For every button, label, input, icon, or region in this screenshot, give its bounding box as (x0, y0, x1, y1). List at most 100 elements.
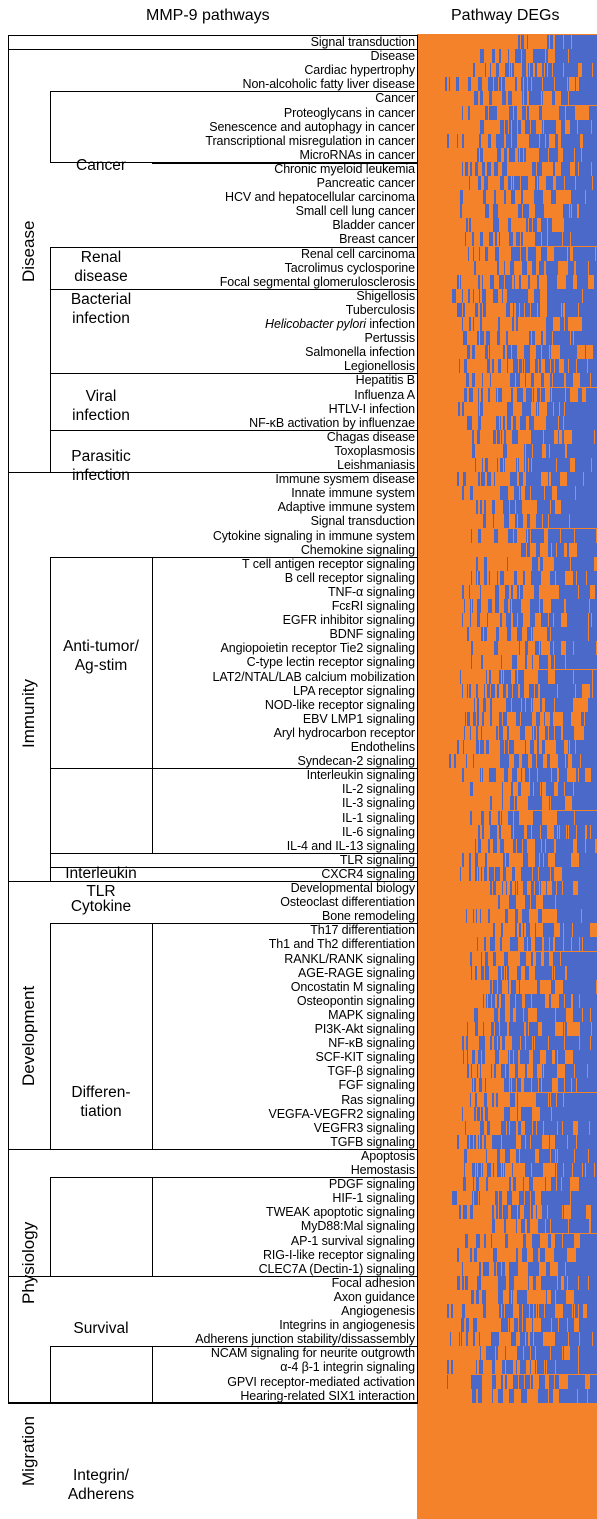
heatmap-down-segment (509, 1261, 513, 1276)
heatmap-down-segment (574, 965, 582, 980)
heatmap-down-segment (580, 176, 586, 190)
pathway-label: B cell receptor signaling (284, 570, 415, 585)
heatmap-down-segment (586, 1360, 587, 1375)
heatmap-down-segment (561, 133, 563, 148)
heatmap-down-segment (469, 317, 471, 331)
heatmap-down-segment (551, 472, 552, 487)
pathway-label: Axon guidance (333, 1289, 416, 1304)
heatmap-down-segment (571, 1191, 577, 1206)
heatmap-down-segment (524, 1078, 527, 1093)
heatmap-down-segment (590, 1275, 597, 1290)
heatmap-down-segment (552, 91, 555, 106)
heatmap-down-segment (536, 683, 538, 698)
heatmap-down-segment (482, 161, 485, 176)
pathway-label: AGE-RAGE signaling (298, 965, 415, 980)
heatmap-down-segment (525, 1374, 530, 1389)
heatmap-down-segment (551, 655, 554, 670)
subgroup-label-1: Renal disease (74, 249, 128, 285)
pathway-label: Renal cell carcinoma (300, 246, 415, 261)
heatmap-down-segment (498, 895, 500, 910)
heatmap-down-segment (512, 176, 513, 190)
heatmap-down-segment (531, 1191, 535, 1206)
heatmap-down-segment (590, 1233, 597, 1248)
heatmap-down-segment (570, 147, 574, 162)
heatmap-down-segment (592, 119, 595, 134)
heatmap-down-segment (487, 161, 490, 176)
heatmap-down-segment (519, 500, 521, 515)
heatmap-down-segment (532, 627, 533, 642)
heatmap-down-segment (585, 77, 590, 92)
heatmap-down-segment (569, 613, 577, 628)
heatmap-down-segment (563, 852, 571, 867)
heatmap-down-segment (577, 232, 582, 247)
heatmap-down-segment (501, 1318, 504, 1333)
heatmap-down-segment (522, 1247, 523, 1262)
heatmap-down-segment (509, 1318, 510, 1333)
heatmap-down-segment (557, 288, 565, 303)
heatmap-down-segment (486, 993, 487, 1008)
heatmap-down-segment (532, 697, 533, 712)
heatmap-down-segment (496, 133, 499, 148)
heatmap-down-segment (583, 1219, 589, 1234)
heatmap-down-segment (554, 401, 559, 416)
heatmap-down-segment (476, 1360, 477, 1375)
heatmap-down-segment (511, 190, 515, 205)
heatmap-down-segment (540, 1247, 544, 1262)
heatmap-down-segment (481, 1120, 484, 1135)
heatmap-row (417, 796, 597, 811)
heatmap-down-segment (457, 133, 458, 148)
heatmap-down-segment (583, 1247, 591, 1262)
heatmap-down-segment (528, 274, 530, 289)
heatmap-down-segment (503, 415, 505, 430)
heatmap-down-segment (501, 1120, 506, 1135)
heatmap-down-segment (561, 556, 567, 571)
heatmap-down-segment (550, 443, 557, 458)
pathway-label: TNF-α signaling (327, 584, 415, 599)
subgroup-label-5: Anti-tumor/ Ag-stim (63, 638, 139, 674)
heatmap-row (417, 119, 597, 134)
heatmap-down-segment (573, 246, 579, 261)
heatmap-down-segment (482, 1050, 485, 1065)
heatmap-down-segment (564, 218, 572, 233)
heatmap-down-segment (563, 91, 568, 106)
heatmap-down-segment (469, 176, 470, 190)
heatmap-down-segment (576, 866, 579, 881)
heatmap-down-segment (475, 458, 476, 472)
heatmap-down-segment (523, 1304, 524, 1318)
heatmap-row (417, 1092, 597, 1107)
heatmap-down-segment (564, 204, 569, 219)
heatmap-down-segment (534, 1163, 538, 1177)
pathway-label: Chronic myeloid leukemia (274, 161, 415, 176)
heatmap-down-segment (552, 1318, 558, 1333)
heatmap-row (417, 1360, 597, 1375)
heatmap-down-segment (515, 1205, 517, 1220)
heatmap-down-segment (577, 909, 581, 924)
heatmap-down-segment (573, 655, 581, 670)
heatmap-down-segment (539, 486, 541, 501)
heatmap-down-segment (473, 1318, 477, 1333)
heatmap-down-segment (564, 415, 568, 430)
heatmap-down-segment (466, 1036, 468, 1051)
heatmap-down-segment (505, 1346, 506, 1361)
heatmap-down-segment (503, 683, 506, 698)
heatmap-down-segment (512, 1078, 516, 1093)
heatmap-down-segment (488, 838, 490, 853)
heatmap-down-segment (553, 331, 558, 346)
heatmap-down-segment (569, 359, 570, 374)
heatmap-down-segment (585, 500, 593, 515)
heatmap-down-segment (485, 1078, 486, 1093)
heatmap-down-segment (571, 1332, 579, 1347)
heatmap-down-segment (591, 824, 596, 839)
heatmap-down-segment (564, 35, 571, 49)
heatmap-down-segment (533, 810, 535, 825)
heatmap-down-segment (488, 133, 490, 148)
heatmap-down-segment (516, 993, 519, 1008)
heatmap-down-segment (459, 359, 460, 374)
heatmap-down-segment (463, 1205, 466, 1220)
heatmap-down-segment (498, 979, 502, 994)
heatmap-down-segment (532, 260, 536, 275)
heatmap-down-segment (505, 274, 509, 289)
pathway-label: Endothelins (350, 740, 415, 754)
heatmap-row (417, 260, 597, 275)
heatmap-down-segment (535, 824, 540, 839)
